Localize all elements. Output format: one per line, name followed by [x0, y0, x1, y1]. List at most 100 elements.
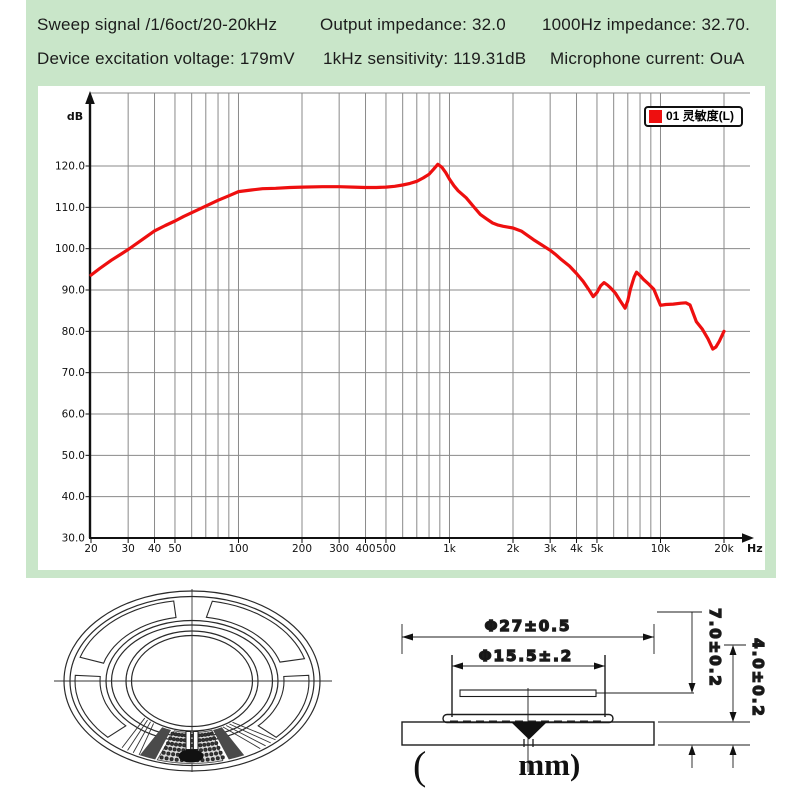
- base-thickness-arrow-left: [688, 745, 696, 755]
- front-view-mesh-dot: [216, 745, 221, 750]
- spec-microphone-current: Microphone current: OuA: [550, 49, 745, 68]
- y-axis-arrowhead: [85, 91, 95, 104]
- front-view-mesh-dot: [159, 755, 164, 760]
- legend-color-swatch: [649, 110, 662, 123]
- dim-outer-label: Φ27±0.5: [485, 617, 572, 635]
- front-view-hatch-line: [121, 717, 146, 749]
- x-tick-label: 200: [292, 543, 312, 555]
- front-view-mesh-dot: [176, 747, 181, 752]
- front-view-vent-slot: [74, 674, 127, 738]
- dim-height-label: 7.0±0.2: [706, 608, 724, 688]
- front-view-mesh-dot: [170, 741, 175, 746]
- front-view-mesh-dot: [206, 732, 211, 737]
- y-tick-label: 50.0: [62, 450, 85, 462]
- x-tick-label: 300: [329, 543, 349, 555]
- y-tick-label: 90.0: [62, 285, 85, 297]
- sensitivity-curve: [89, 162, 726, 351]
- front-view-mesh-dot: [199, 748, 204, 753]
- front-view-mesh-dot: [214, 741, 219, 746]
- front-view-mesh-dot: [170, 731, 175, 736]
- front-view-mesh-dot: [203, 732, 208, 737]
- front-view-mesh-dot: [174, 757, 179, 762]
- x-tick-label: 30: [121, 543, 134, 555]
- dim-upper-label: 4.0±0.2: [749, 638, 767, 718]
- speaker-section-drawing: Φ27±0.5 Φ15.5±.2 7.0±0.2 4.0±0.2: [401, 607, 768, 772]
- legend-series-label: 01 灵敏度(L): [666, 109, 735, 123]
- chart-horizontal-gridlines: [90, 92, 750, 498]
- front-view-inner-ring: [125, 630, 259, 732]
- y-tick-label: 40.0: [62, 491, 85, 503]
- dim-upper-arrow-bottom: [729, 712, 737, 722]
- front-view-mesh-dot: [166, 751, 171, 756]
- front-view-mesh-dot: [198, 743, 203, 748]
- front-view-vent-slot: [79, 600, 177, 664]
- x-tick-label: 2k: [507, 543, 521, 555]
- x-tick-label: 1k: [443, 543, 457, 555]
- dim-outer-arrow-left: [402, 633, 413, 641]
- x-tick-label: 500: [376, 543, 396, 555]
- front-view-dark-spoke: [213, 727, 245, 760]
- front-view-mesh-dot: [204, 737, 209, 742]
- front-view-outer-rim-inner-line: [69, 595, 315, 767]
- x-tick-label: 20: [84, 543, 97, 555]
- front-view-mesh-dot: [208, 736, 213, 741]
- front-view-hatch-line: [225, 725, 266, 747]
- spec-excitation-voltage: Device excitation voltage: 179mV: [37, 49, 295, 68]
- y-axis-tick-labels: 30.0 40.0 50.0 60.0 70.0 80.0 90.0 100.0 110.0 12…: [55, 161, 90, 545]
- y-tick-label: 120.0: [55, 161, 85, 173]
- front-view-mesh-dot: [182, 743, 187, 748]
- x-tick-label: 20k: [714, 543, 734, 555]
- x-tick-label: 40: [148, 543, 161, 555]
- x-tick-label: 10k: [651, 543, 671, 555]
- y-tick-label: 70.0: [62, 367, 85, 379]
- front-view-mesh-dot: [161, 750, 166, 755]
- front-view-mesh-dot: [220, 755, 225, 760]
- front-view-terminal-bar-left: [185, 731, 192, 750]
- front-view-inner-ring-inner-line: [130, 634, 254, 728]
- x-tick-label: 400: [355, 543, 375, 555]
- front-view-mesh-dot: [204, 752, 209, 757]
- front-view-mesh-dot: [212, 736, 217, 741]
- front-view-hatch-line: [232, 721, 276, 741]
- dim-upper-arrow-top: [729, 645, 737, 655]
- front-view-mesh-dot: [210, 741, 215, 746]
- dim-inner-arrow-left: [452, 662, 463, 670]
- front-view-mesh-dot: [179, 737, 184, 742]
- frequency-response-curve: [89, 162, 726, 351]
- x-tick-label: 5k: [591, 543, 605, 555]
- x-tick-label: 3k: [544, 543, 558, 555]
- front-view-mesh-dot: [205, 757, 210, 762]
- y-tick-label: 30.0: [62, 533, 85, 545]
- front-view-mesh-dot: [175, 737, 180, 742]
- front-view-mesh-dot: [166, 741, 171, 746]
- front-view-hatch-line: [127, 719, 148, 751]
- x-axis-unit-label: Hz: [747, 542, 763, 555]
- front-view-mesh-dot: [214, 751, 219, 756]
- front-view-mesh-dot: [171, 752, 176, 757]
- y-tick-label: 80.0: [62, 326, 85, 338]
- dim-inner-arrow-right: [594, 662, 605, 670]
- front-view-mesh-dot: [171, 737, 176, 742]
- base-thickness-arrow-right: [729, 745, 737, 755]
- front-view-mesh-dot: [215, 756, 220, 761]
- section-cone-magnet: [511, 722, 547, 740]
- x-axis-tick-labels: 20 30 40 50 100 200 300 400 500 1k 2k 3k 4k 5k 10k 20k: [84, 538, 735, 555]
- front-view-mesh-dot: [197, 738, 202, 743]
- front-view-mesh-dot: [218, 750, 223, 755]
- x-tick-label: 100: [228, 543, 248, 555]
- front-view-mesh-dot: [200, 733, 205, 738]
- front-view-mesh-dot: [172, 747, 177, 752]
- front-view-vent-slot: [257, 674, 310, 738]
- chart-plot-background: [38, 86, 765, 570]
- front-view-hatch-line: [222, 726, 261, 749]
- front-view-mesh-dot: [203, 747, 208, 752]
- front-view-mesh-dot: [168, 736, 173, 741]
- front-view-mesh-dot: [164, 756, 169, 761]
- front-view-mesh-dot: [212, 746, 217, 751]
- speaker-front-view-drawing: [54, 589, 332, 772]
- front-view-mesh-dot: [163, 745, 168, 750]
- y-tick-label: 100.0: [55, 243, 85, 255]
- front-view-mesh-dot: [173, 732, 178, 737]
- front-view-mesh-dot: [210, 757, 215, 762]
